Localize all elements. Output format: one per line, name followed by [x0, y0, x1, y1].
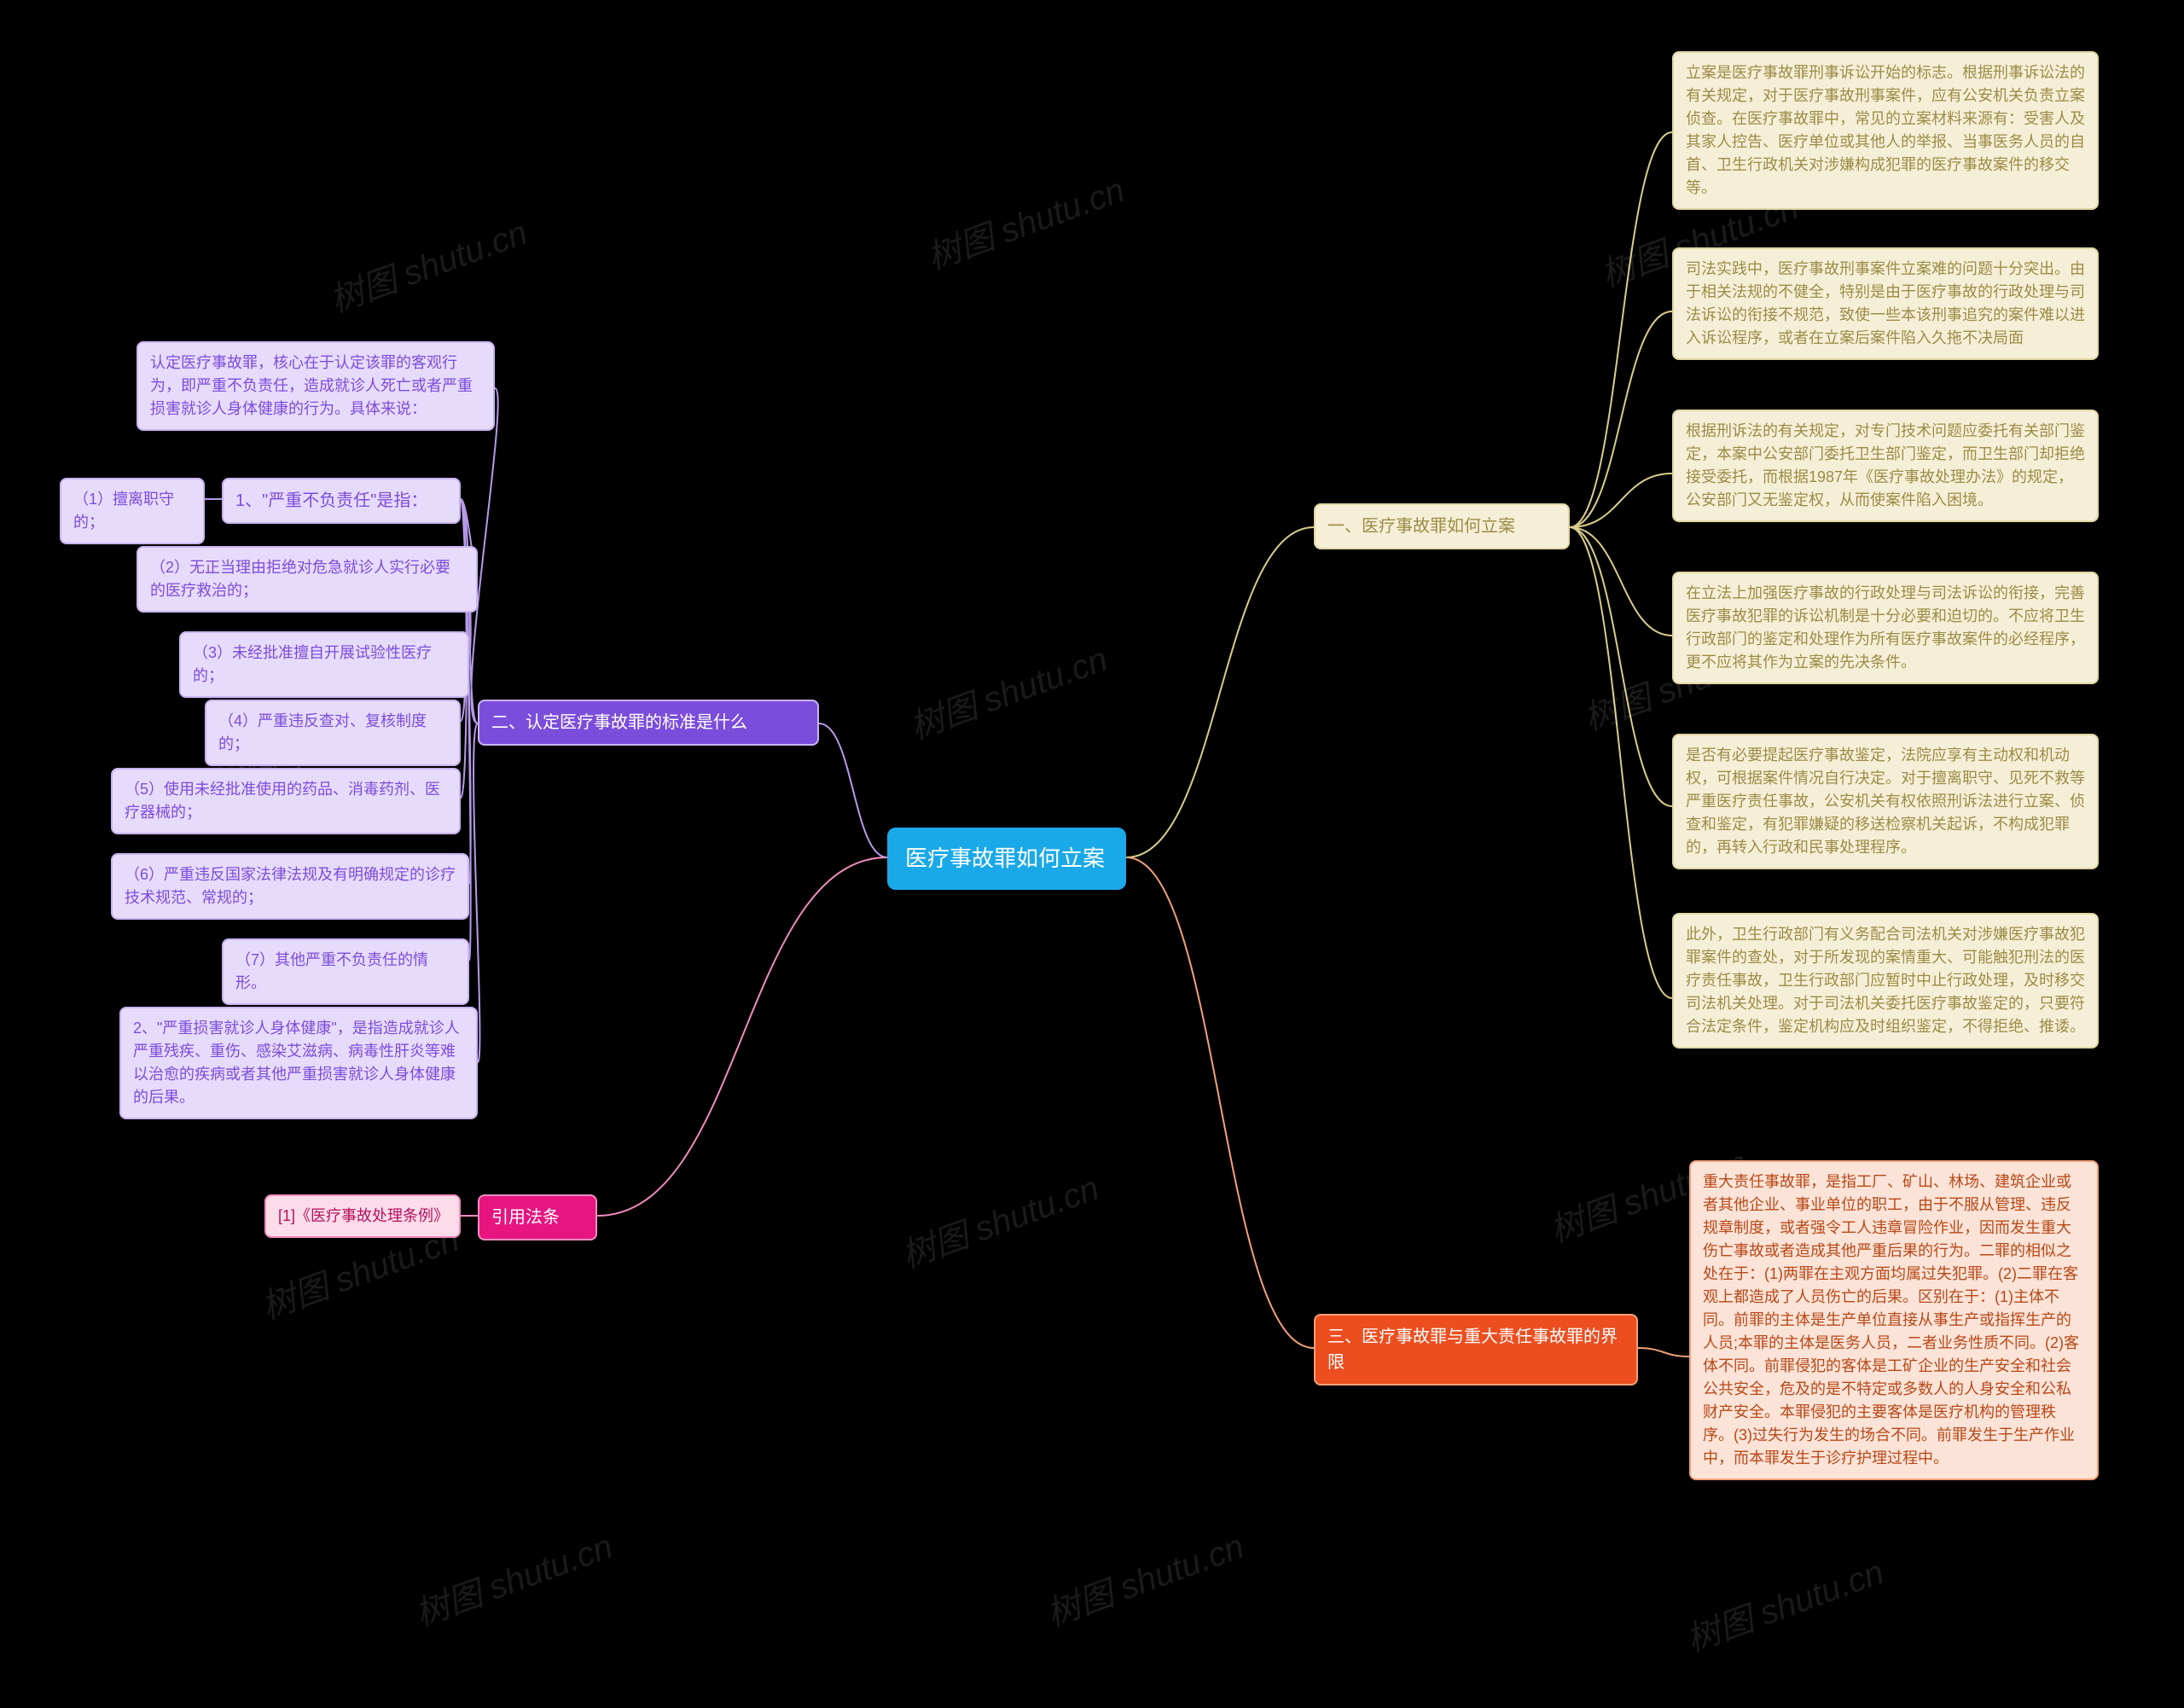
leaf-b2-1-6: （7）其他严重不负责任的情形。: [222, 938, 469, 1005]
leaf-b2-1-3: （4）严重违反查对、复核制度的；: [205, 700, 461, 766]
watermark: 树图 shutu.cn: [1038, 1519, 1250, 1635]
leaf-b1-0: 立案是医疗事故罪刑事诉讼开始的标志。根据刑事诉讼法的有关规定，对于医疗事故刑事案…: [1672, 51, 2099, 210]
leaf-b2-1-0: （1）擅离职守的；: [60, 478, 205, 544]
leaf-b1-3: 在立法上加强医疗事故的行政处理与司法诉讼的衔接，完善医疗事故犯罪的诉讼机制是十分…: [1672, 572, 2099, 684]
watermark: 树图 shutu.cn: [1678, 1544, 1890, 1661]
branch-how-to-file[interactable]: 一、医疗事故罪如何立案: [1314, 503, 1570, 549]
branch-distinction[interactable]: 三、医疗事故罪与重大责任事故罪的界限: [1314, 1314, 1638, 1386]
leaf-b1-1: 司法实践中，医疗事故刑事案件立案难的问题十分突出。由于相关法规的不健全，特别是由…: [1672, 247, 2099, 360]
watermark: 树图 shutu.cn: [919, 162, 1130, 279]
leaf-b3-0: 重大责任事故罪，是指工厂、矿山、林场、建筑企业或者其他企业、事业单位的职工，由于…: [1689, 1160, 2099, 1480]
watermark: 树图 shutu.cn: [407, 1519, 619, 1635]
leaf-b2-1-1: （2）无正当理由拒绝对危急就诊人实行必要的医疗救治的；: [136, 546, 478, 613]
leaf-b1-2: 根据刑诉法的有关规定，对专门技术问题应委托有关部门鉴定，本案中公安部门委托卫生部…: [1672, 410, 2099, 522]
mindmap-root[interactable]: 医疗事故罪如何立案: [887, 828, 1126, 890]
branch-criteria[interactable]: 二、认定医疗事故罪的标准是什么: [478, 700, 819, 746]
watermark: 树图 shutu.cn: [893, 1160, 1105, 1277]
leaf-b1-4: 是否有必要提起医疗事故鉴定，法院应享有主动权和机动权，可根据案件情况自行决定。对…: [1672, 734, 2099, 869]
branch-references[interactable]: 引用法条: [478, 1194, 597, 1240]
leaf-b4-0: [1]《医疗事故处理条例》: [264, 1194, 461, 1238]
sub-b2-1[interactable]: 1、"严重不负责任"是指：: [222, 478, 461, 524]
leaf-b2-1-5: （6）严重违反国家法律法规及有明确规定的诊疗技术规范、常规的；: [111, 853, 469, 920]
leaf-b2-1-4: （5）使用未经批准使用的药品、消毒药剂、医疗器械的；: [111, 768, 461, 834]
leaf-b2-1-2: （3）未经批准擅自开展试验性医疗的；: [179, 631, 469, 698]
watermark: 树图 shutu.cn: [902, 631, 1113, 748]
leaf-b2-intro: 认定医疗事故罪，核心在于认定该罪的客观行为，即严重不负责任，造成就诊人死亡或者严…: [136, 341, 495, 431]
leaf-b2-2: 2、"严重损害就诊人身体健康"，是指造成就诊人严重残疾、重伤、感染艾滋病、病毒性…: [119, 1007, 478, 1119]
watermark: 树图 shutu.cn: [322, 205, 533, 322]
leaf-b1-5: 此外，卫生行政部门有义务配合司法机关对涉嫌医疗事故犯罪案件的查处，对于所发现的案…: [1672, 913, 2099, 1049]
